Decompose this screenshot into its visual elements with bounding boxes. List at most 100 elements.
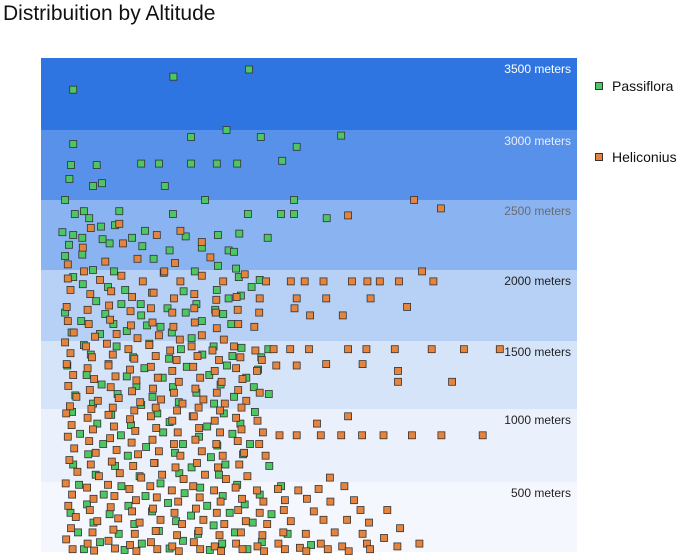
point-heliconius	[114, 514, 123, 523]
point-heliconius	[201, 470, 209, 479]
point-heliconius	[212, 388, 221, 397]
point-heliconius	[366, 294, 375, 303]
point-heliconius	[448, 377, 457, 386]
point-heliconius	[148, 435, 157, 444]
point-heliconius	[232, 293, 241, 301]
point-passiflora	[243, 210, 252, 218]
point-passiflora	[136, 300, 145, 309]
point-heliconius	[290, 304, 299, 313]
point-passiflora	[246, 440, 254, 448]
point-heliconius	[191, 384, 200, 393]
point-heliconius	[96, 275, 104, 284]
point-heliconius	[169, 388, 178, 397]
point-heliconius	[83, 305, 92, 314]
point-heliconius	[82, 342, 90, 351]
point-heliconius	[190, 290, 199, 299]
point-heliconius	[253, 416, 262, 425]
point-passiflora	[233, 159, 242, 168]
point-heliconius	[231, 483, 240, 492]
point-heliconius	[157, 395, 166, 404]
point-heliconius	[365, 518, 373, 527]
point-passiflora	[80, 207, 88, 216]
point-heliconius	[210, 542, 219, 551]
point-passiflora	[256, 133, 265, 141]
point-heliconius	[358, 431, 367, 440]
altitude-band	[41, 482, 577, 552]
point-heliconius	[83, 539, 92, 548]
point-heliconius	[152, 493, 161, 502]
point-passiflora	[265, 461, 274, 470]
point-heliconius	[168, 416, 177, 425]
point-heliconius	[260, 547, 268, 555]
point-heliconius	[117, 271, 126, 280]
point-passiflora	[96, 538, 104, 547]
point-heliconius	[129, 461, 138, 470]
point-heliconius	[221, 475, 230, 484]
point-heliconius	[305, 345, 313, 354]
point-passiflora	[337, 131, 346, 140]
point-passiflora	[65, 175, 74, 183]
point-heliconius	[344, 211, 353, 220]
point-passiflora	[215, 470, 223, 479]
point-heliconius	[167, 486, 176, 495]
point-passiflora	[61, 196, 69, 204]
point-heliconius	[189, 362, 198, 371]
point-heliconius	[215, 531, 224, 540]
point-heliconius	[137, 473, 146, 482]
point-passiflora	[164, 499, 172, 507]
point-heliconius	[85, 437, 94, 446]
point-passiflora	[201, 196, 209, 204]
point-heliconius	[238, 375, 247, 384]
point-heliconius	[194, 527, 203, 535]
point-heliconius	[396, 524, 405, 533]
point-heliconius	[95, 472, 103, 481]
point-heliconius	[189, 482, 198, 491]
point-heliconius	[152, 424, 161, 432]
point-passiflora	[121, 285, 130, 294]
point-heliconius	[172, 356, 181, 364]
point-heliconius	[323, 545, 332, 554]
point-heliconius	[206, 253, 215, 262]
point-heliconius	[86, 224, 95, 232]
point-heliconius	[255, 294, 264, 303]
point-passiflora	[69, 231, 78, 239]
point-heliconius	[240, 270, 249, 279]
point-passiflora	[290, 210, 298, 218]
point-heliconius	[347, 277, 356, 286]
point-passiflora	[181, 232, 190, 241]
point-heliconius	[255, 308, 264, 317]
point-heliconius	[104, 480, 112, 489]
point-passiflora	[250, 407, 259, 416]
point-heliconius	[325, 473, 334, 482]
point-passiflora	[206, 453, 215, 462]
point-passiflora	[210, 399, 219, 408]
point-passiflora	[168, 210, 177, 218]
point-heliconius	[90, 546, 98, 555]
point-passiflora	[227, 320, 236, 328]
point-heliconius	[195, 424, 204, 432]
point-heliconius	[108, 403, 117, 412]
point-heliconius	[176, 226, 185, 235]
point-passiflora	[187, 334, 196, 343]
point-heliconius	[286, 517, 295, 526]
point-passiflora	[205, 371, 214, 379]
point-heliconius	[216, 428, 224, 437]
point-heliconius	[101, 257, 110, 266]
point-heliconius	[134, 450, 142, 459]
point-passiflora	[89, 182, 97, 190]
point-heliconius	[175, 335, 184, 344]
point-heliconius	[316, 431, 325, 440]
point-heliconius	[217, 547, 226, 555]
point-heliconius	[274, 539, 283, 548]
point-heliconius	[170, 508, 179, 517]
point-heliconius	[255, 508, 264, 517]
point-heliconius	[66, 285, 75, 294]
point-heliconius	[253, 486, 261, 495]
point-heliconius	[104, 410, 113, 419]
point-passiflora	[105, 239, 114, 248]
point-heliconius	[234, 506, 243, 514]
point-heliconius	[149, 288, 158, 297]
point-passiflora	[122, 372, 131, 381]
point-heliconius	[89, 425, 97, 434]
point-heliconius	[257, 356, 266, 364]
